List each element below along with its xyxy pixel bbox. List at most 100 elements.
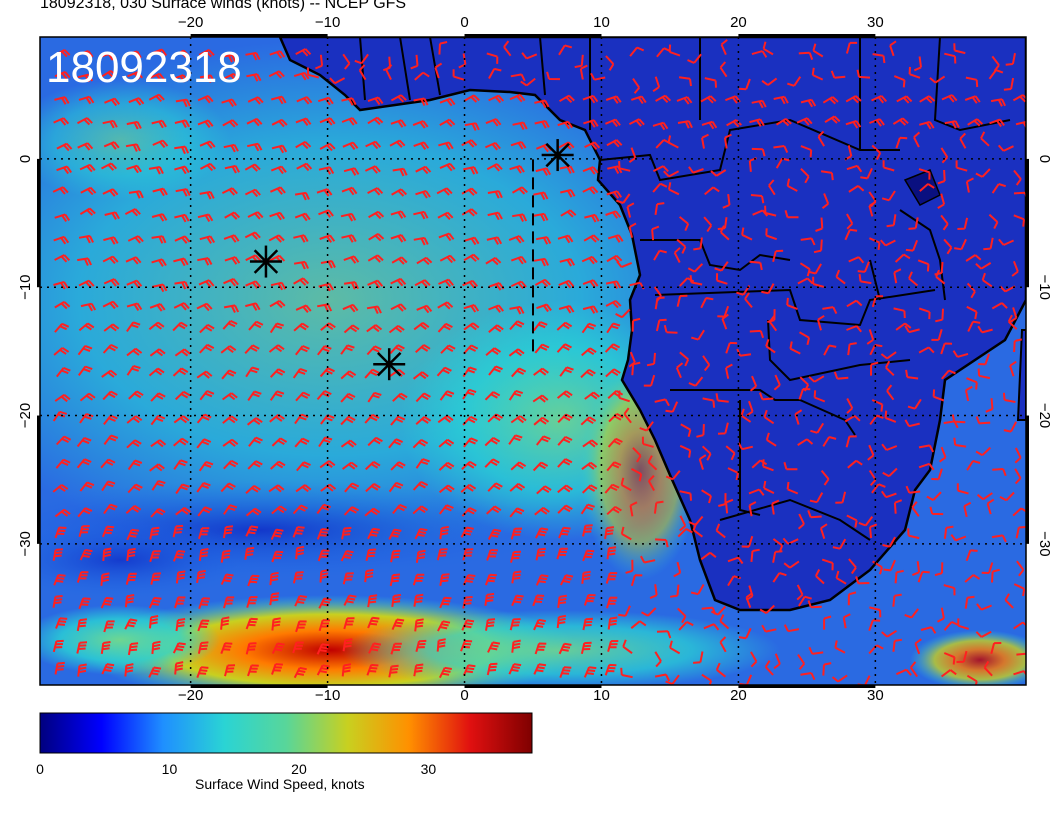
wind-barb (247, 664, 259, 677)
wind-barb (751, 147, 766, 157)
wind-barb (487, 641, 501, 653)
wind-barb (198, 460, 214, 472)
wind-barb (581, 322, 597, 334)
wind-barb (558, 642, 572, 655)
wind-barb (390, 119, 407, 128)
wind-barb (988, 69, 1004, 80)
wind-barb (720, 39, 728, 55)
wind-barb (669, 640, 681, 655)
wind-barb (488, 304, 504, 313)
wind-barb (967, 118, 984, 127)
wind-barb (126, 347, 143, 357)
wind-barb (487, 413, 504, 423)
wind-barb (318, 209, 334, 218)
wind-barb (668, 44, 681, 57)
wind-barb (752, 209, 769, 217)
wind-barb (765, 338, 776, 354)
wind-barb (665, 470, 681, 481)
wind-barb (364, 368, 380, 379)
wind-barb (174, 165, 190, 175)
africa-landmass (278, 37, 1026, 612)
wind-barb (247, 211, 264, 220)
wind-barb (126, 439, 142, 449)
lon-tick-label-bottom: 30 (867, 687, 884, 704)
wind-barb (719, 225, 730, 241)
wind-barb (580, 368, 596, 379)
wind-barb (783, 624, 800, 633)
wind-barb (463, 166, 479, 175)
wind-barb (462, 388, 477, 400)
wind-barb (800, 237, 816, 246)
wind-barb (872, 560, 883, 575)
wind-barb (622, 639, 633, 655)
wind-barb (391, 256, 408, 265)
wind-barb (56, 366, 71, 378)
wind-barb (196, 438, 212, 449)
wind-barb (581, 347, 597, 357)
wind-barb (246, 117, 263, 127)
wind-barb (340, 370, 357, 380)
wind-barb (462, 279, 479, 289)
wind-barb (151, 258, 167, 267)
wind-barb (679, 515, 687, 532)
wind-barb (761, 283, 775, 295)
wind-barb (920, 626, 937, 634)
wind-barb (858, 516, 874, 527)
wind-barb (390, 461, 406, 471)
wind-barb (989, 118, 1005, 128)
wind-barb (149, 72, 165, 82)
wind-barb (452, 69, 465, 81)
wind-barb (605, 55, 615, 71)
wind-barb (940, 214, 949, 231)
lon-tick-label-top: 10 (593, 14, 610, 31)
wind-barb (677, 528, 693, 538)
wind-barb (535, 574, 549, 586)
wind-barb (485, 618, 496, 631)
wind-barb (318, 597, 332, 609)
wind-barb (673, 561, 682, 578)
wind-barb (677, 120, 693, 129)
lat-tick-label-left: −30 (17, 531, 34, 556)
wind-barb (148, 596, 162, 609)
wind-barb (848, 558, 857, 575)
wind-barb (343, 281, 360, 290)
wind-barb (533, 416, 550, 426)
wind-barb (647, 474, 655, 491)
wind-barb (488, 94, 505, 104)
wind-barb (127, 71, 143, 80)
wind-barb (486, 52, 499, 64)
wind-barb (127, 459, 143, 471)
wind-barb (244, 188, 261, 198)
wind-barb (173, 302, 190, 311)
wind-barb (509, 320, 525, 331)
wind-barb (80, 186, 97, 196)
wind-barb (1016, 560, 1025, 577)
wind-barb (102, 390, 118, 401)
wind-barb (912, 561, 921, 577)
wind-barb (786, 297, 798, 311)
wind-barb (941, 369, 956, 380)
lon-tick-label-top: −10 (315, 14, 340, 31)
wind-barb (174, 145, 190, 155)
wind-barb (559, 366, 574, 377)
wind-barb (823, 615, 832, 630)
wind-barb (126, 415, 143, 424)
wind-barb (412, 573, 425, 586)
wind-barb (246, 142, 263, 152)
wind-barb (810, 422, 825, 434)
wind-barb (439, 97, 456, 107)
wind-barb (125, 143, 141, 152)
trade-wind-zone (40, 80, 230, 200)
wind-barb (296, 461, 311, 472)
wind-barb (415, 392, 431, 403)
wind-barb (663, 324, 678, 334)
wind-barb (126, 120, 142, 130)
wind-barb (293, 322, 309, 332)
wind-barb (582, 617, 593, 631)
wind-barb (848, 185, 865, 193)
wind-barb (582, 439, 599, 448)
map-area: 18092318 (40, 37, 1026, 685)
wind-barb (702, 355, 711, 372)
wind-barb (670, 584, 680, 598)
wind-barb (583, 666, 597, 678)
